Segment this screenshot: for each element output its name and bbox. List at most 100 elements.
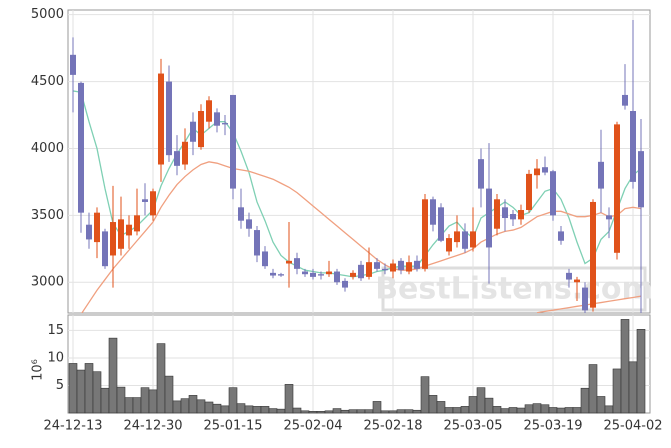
candle-body <box>286 260 292 264</box>
volume-bar <box>236 403 246 414</box>
volume-bar <box>508 407 518 414</box>
candle-body <box>486 188 492 248</box>
volume-bar <box>308 411 318 414</box>
volume-bar <box>76 369 86 414</box>
volume-bar <box>420 376 430 414</box>
volume-bar <box>524 404 534 414</box>
candle-body <box>222 123 228 125</box>
candle-body <box>166 81 172 156</box>
moving-average-line <box>81 161 642 313</box>
candle-body <box>358 264 364 279</box>
volume-bar <box>412 409 422 414</box>
y-tick-label: 3500 <box>31 208 64 223</box>
candle-body <box>582 287 588 311</box>
volume-bar <box>340 409 350 414</box>
candle-body <box>70 54 76 75</box>
candle-body <box>86 224 92 240</box>
candle-body <box>558 231 564 241</box>
x-tick-label: 25-01-15 <box>203 419 262 434</box>
moving-average-line <box>536 295 642 313</box>
candle-body <box>78 82 84 213</box>
candle-body <box>534 168 540 176</box>
candle-body <box>334 271 340 283</box>
watermark: BestListens.com <box>375 272 653 307</box>
candle-body <box>142 199 148 202</box>
volume-bar <box>124 397 134 414</box>
candle-body <box>342 280 348 288</box>
candle-body <box>366 262 372 277</box>
candle-body <box>126 224 132 236</box>
volume-bar <box>196 399 206 414</box>
x-tick-label: 25-02-18 <box>363 419 422 434</box>
candle-body <box>398 260 404 271</box>
candle-body <box>190 121 196 142</box>
candle-body <box>414 260 420 269</box>
candle-body <box>238 207 244 221</box>
x-tick-label: 24-12-30 <box>123 419 182 434</box>
volume-bar <box>228 387 238 414</box>
candle-body <box>294 258 300 269</box>
candle-body <box>438 207 444 241</box>
candle-body <box>246 219 252 229</box>
x-tick-label: 25-04-02 <box>603 419 662 434</box>
volume-bar <box>628 361 638 414</box>
volume-bar <box>204 401 214 414</box>
candle-body <box>638 151 644 208</box>
volume-bar <box>612 368 622 414</box>
volume-bar <box>476 387 486 414</box>
volume-bar <box>620 319 630 414</box>
candle-body <box>598 161 604 189</box>
volume-bar <box>92 371 102 414</box>
candle-body <box>198 111 204 148</box>
candle-body <box>470 231 476 248</box>
candle-body <box>182 141 188 165</box>
x-tick-label: 25-03-19 <box>523 419 582 434</box>
y-axis-label: 10⁶ <box>31 359 46 381</box>
volume-bar <box>212 403 222 414</box>
volume-bar <box>372 401 382 414</box>
candle-body <box>542 167 548 173</box>
candle-body <box>326 271 332 275</box>
volume-bar <box>604 405 614 414</box>
volume-bar <box>108 337 118 414</box>
volume-bar <box>428 395 438 414</box>
volume-bar <box>468 396 478 414</box>
volume-bar <box>516 407 526 414</box>
candle-body <box>430 199 436 225</box>
volume-bar <box>332 408 342 414</box>
candle-body <box>94 212 100 243</box>
candle-body <box>510 214 516 220</box>
volume-bar <box>292 407 302 414</box>
candle-body <box>406 262 412 272</box>
volume-bar <box>532 403 542 414</box>
price-clip <box>70 20 644 313</box>
volume-bar <box>188 395 198 414</box>
volume-bar <box>132 397 142 414</box>
volume-bar <box>116 386 126 414</box>
moving-average-line <box>72 90 642 278</box>
candle-body <box>566 272 572 280</box>
price-panel <box>67 9 651 314</box>
volume-bar <box>284 384 294 414</box>
volume-bar <box>348 409 358 414</box>
volume-bar <box>220 405 230 414</box>
candle-body <box>478 159 484 189</box>
candle-body <box>574 279 580 283</box>
volume-bar <box>460 406 470 414</box>
candle-body <box>206 100 212 122</box>
x-tick-label: 24-12-13 <box>43 419 102 434</box>
volume-bar <box>356 409 366 414</box>
candle-body <box>262 251 268 267</box>
volume-bar <box>164 375 174 414</box>
volume-bar <box>500 408 510 414</box>
candle-body <box>382 268 388 271</box>
candle-body <box>374 262 380 269</box>
candle-body <box>118 219 124 249</box>
candle-body <box>214 112 220 126</box>
x-tick-label: 25-02-04 <box>283 419 342 434</box>
volume-bar <box>548 407 558 414</box>
volume-bar <box>380 410 390 414</box>
y-tick-label: 15 <box>47 323 64 338</box>
volume-bar <box>316 411 326 414</box>
